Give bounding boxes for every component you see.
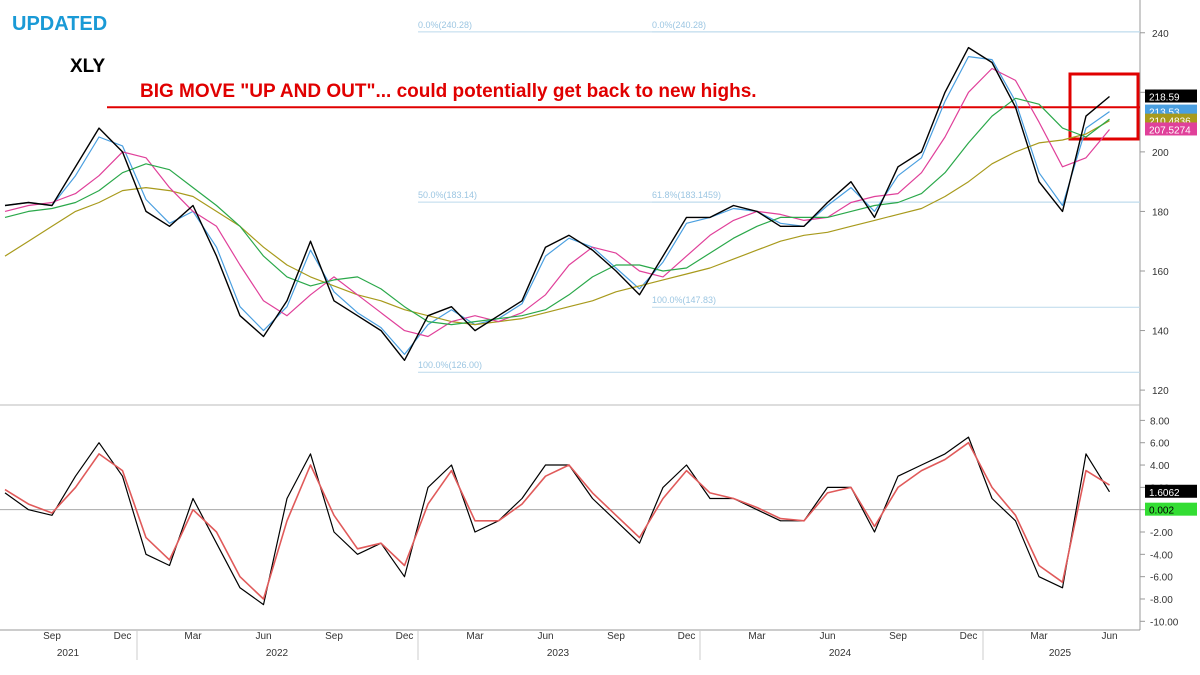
series-line	[4, 46, 1110, 361]
value-tag-label: 0.002	[1149, 506, 1174, 517]
y-tick-label: 240	[1152, 29, 1169, 40]
y-tick-label: -2.00	[1150, 528, 1173, 539]
value-tag-label: 213.53	[1149, 108, 1180, 119]
x-tick-label: Mar	[184, 631, 202, 642]
x-tick-label: Jun	[537, 631, 553, 642]
y-tick-label: -4.00	[1150, 550, 1173, 561]
fib-label: 100.0%(126.00)	[418, 360, 482, 370]
year-label: 2021	[57, 648, 80, 659]
year-label: 2022	[266, 648, 289, 659]
value-tag-label: 1.6062	[1149, 488, 1180, 499]
series-line	[4, 436, 1111, 606]
x-tick-label: Dec	[396, 631, 414, 642]
x-tick-label: Dec	[960, 631, 978, 642]
fib-label: 50.0%(183.14)	[418, 190, 477, 200]
chart-title: XLY	[70, 56, 106, 77]
x-tick-label: Mar	[748, 631, 766, 642]
y-tick-label: -8.00	[1150, 595, 1173, 606]
x-tick-label: Jun	[255, 631, 271, 642]
series-line	[4, 56, 1110, 355]
y-tick-label: 6.00	[1150, 439, 1170, 450]
updated-label: UPDATED	[12, 13, 107, 35]
x-tick-label: Jun	[1101, 631, 1117, 642]
y-tick-label: 200	[1152, 148, 1169, 159]
series-line	[4, 120, 1110, 326]
fib-label: 61.8%(183.1459)	[652, 190, 721, 200]
year-label: 2023	[547, 648, 570, 659]
x-tick-label: Sep	[325, 631, 343, 642]
value-tag-label: 207.5274	[1149, 125, 1191, 136]
x-tick-label: Jun	[819, 631, 835, 642]
x-tick-label: Mar	[1030, 631, 1048, 642]
value-tag-label: 210.4836	[1149, 117, 1191, 128]
value-tag	[1145, 502, 1197, 516]
y-tick-label: 180	[1152, 207, 1169, 218]
x-tick-label: Dec	[114, 631, 132, 642]
x-tick-label: Sep	[43, 631, 61, 642]
value-tag	[1145, 89, 1197, 103]
x-tick-label: Dec	[678, 631, 696, 642]
fib-label: 0.0%(240.28)	[652, 20, 706, 30]
year-label: 2025	[1049, 648, 1072, 659]
x-tick-label: Sep	[607, 631, 625, 642]
value-tag	[1145, 484, 1197, 498]
y-tick-label: 160	[1152, 267, 1169, 278]
value-tag	[1145, 122, 1197, 136]
y-tick-label: 120	[1152, 386, 1169, 397]
fib-label: 100.0%(147.83)	[652, 295, 716, 305]
x-tick-label: Sep	[889, 631, 907, 642]
y-tick-label: -6.00	[1150, 573, 1173, 584]
y-tick-label: 140	[1152, 327, 1169, 338]
y-tick-label: 8.00	[1150, 416, 1170, 427]
x-tick-label: Mar	[466, 631, 484, 642]
year-label: 2024	[829, 648, 852, 659]
series-line	[4, 441, 1110, 600]
y-tick-label: -10.00	[1150, 617, 1179, 628]
series-line	[4, 67, 1110, 338]
headline: BIG MOVE "UP AND OUT"... could potential…	[140, 81, 757, 102]
fib-label: 0.0%(240.28)	[418, 20, 472, 30]
series-line	[4, 97, 1110, 326]
value-tag-label: 218.59	[1149, 93, 1180, 104]
y-tick-label: 4.00	[1150, 461, 1170, 472]
